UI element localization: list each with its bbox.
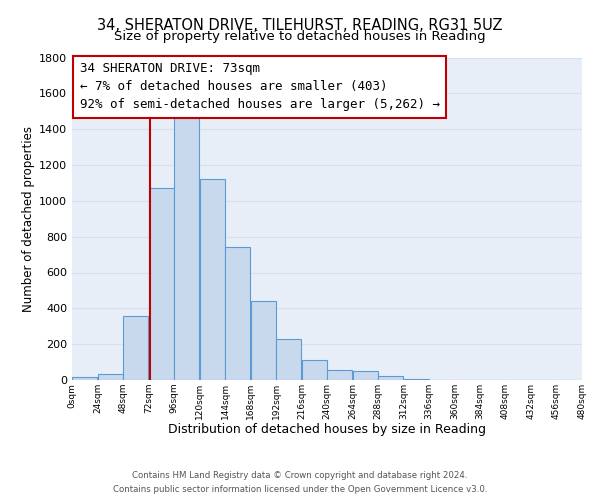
Bar	[251, 301, 275, 380]
Bar	[353, 371, 377, 380]
Bar	[73, 378, 97, 380]
Bar	[379, 376, 403, 380]
Bar	[200, 180, 224, 380]
Text: 34, SHERATON DRIVE, TILEHURST, READING, RG31 5UZ: 34, SHERATON DRIVE, TILEHURST, READING, …	[97, 18, 503, 32]
Bar	[302, 360, 326, 380]
Bar	[98, 374, 122, 380]
Text: Contains HM Land Registry data © Crown copyright and database right 2024.
Contai: Contains HM Land Registry data © Crown c…	[113, 472, 487, 494]
Bar	[175, 118, 199, 380]
Text: 34 SHERATON DRIVE: 73sqm
← 7% of detached houses are smaller (403)
92% of semi-d: 34 SHERATON DRIVE: 73sqm ← 7% of detache…	[80, 62, 440, 112]
Bar	[124, 316, 148, 380]
Bar	[149, 188, 173, 380]
X-axis label: Distribution of detached houses by size in Reading: Distribution of detached houses by size …	[168, 424, 486, 436]
Bar	[226, 246, 250, 380]
Text: Size of property relative to detached houses in Reading: Size of property relative to detached ho…	[114, 30, 486, 43]
Y-axis label: Number of detached properties: Number of detached properties	[22, 126, 35, 312]
Bar	[404, 379, 428, 380]
Bar	[328, 370, 352, 380]
Bar	[277, 339, 301, 380]
